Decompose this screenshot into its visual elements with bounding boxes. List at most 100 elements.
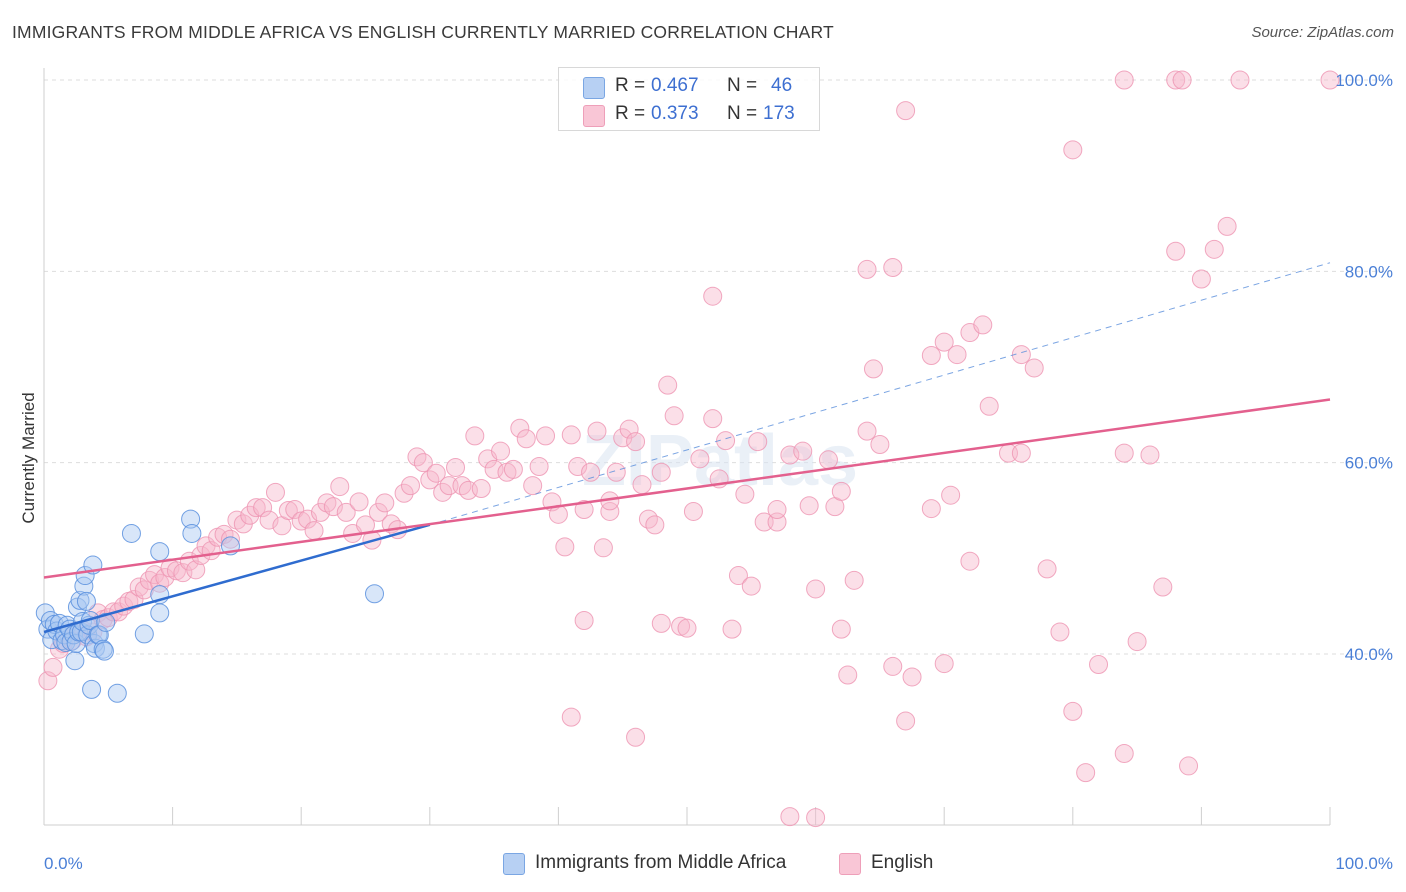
english-point	[349, 492, 369, 512]
english-point	[186, 560, 206, 580]
english-point	[806, 808, 826, 828]
english-point	[587, 421, 607, 441]
english-point	[561, 707, 581, 727]
middle-africa-point	[82, 679, 102, 699]
english-point	[265, 482, 285, 502]
english-point	[1140, 445, 1160, 465]
english-point	[124, 589, 144, 609]
legend-r-value: 0.467	[651, 75, 699, 96]
english-point	[1024, 358, 1044, 378]
english-point	[831, 619, 851, 639]
legend-n-value: 173	[763, 103, 795, 124]
english-trend-line	[43, 398, 1331, 579]
middle-africa-point	[134, 624, 154, 644]
english-point	[838, 665, 858, 685]
english-point	[703, 286, 723, 306]
english-point	[1172, 70, 1192, 90]
english-point	[1063, 140, 1083, 160]
legend-swatch-english	[583, 105, 605, 127]
english-point	[593, 538, 613, 558]
english-point	[166, 561, 186, 581]
english-point	[780, 807, 800, 827]
english-point	[246, 498, 266, 518]
english-point	[401, 476, 421, 496]
english-point	[43, 657, 63, 677]
english-point	[651, 613, 671, 633]
english-point	[902, 667, 922, 687]
english-point	[651, 462, 671, 482]
english-point	[658, 375, 678, 395]
english-point	[426, 463, 446, 483]
english-point	[129, 577, 149, 597]
english-point	[503, 459, 523, 479]
english-point	[780, 445, 800, 465]
y-tick-label: 100.0%	[1335, 71, 1393, 90]
english-point	[735, 484, 755, 504]
english-point	[947, 345, 967, 365]
middle-africa-trend-extension	[429, 262, 1331, 526]
english-point	[793, 441, 813, 461]
english-point	[1179, 756, 1199, 776]
english-point	[259, 510, 279, 530]
english-point	[716, 431, 736, 451]
english-point	[818, 450, 838, 470]
english-point	[626, 727, 646, 747]
english-point	[1089, 655, 1109, 675]
middle-africa-point	[65, 651, 85, 671]
gridlines	[44, 79, 1395, 655]
english-point	[741, 576, 761, 596]
english-point	[574, 500, 594, 520]
english-point	[220, 529, 240, 549]
legend-label-english: English	[871, 852, 934, 873]
english-point	[491, 441, 511, 461]
middle-africa-point	[181, 509, 201, 529]
english-point	[767, 500, 787, 520]
english-point	[1230, 70, 1250, 90]
english-point	[336, 502, 356, 522]
english-point	[529, 456, 549, 476]
english-point	[523, 476, 543, 496]
english-point	[1011, 345, 1031, 365]
english-point	[921, 499, 941, 519]
legend-swatch-middle-africa	[503, 853, 525, 875]
english-point	[632, 475, 652, 495]
english-point	[934, 332, 954, 352]
legend-r-value: 0.373	[651, 103, 699, 124]
english-point	[1050, 622, 1070, 642]
english-point	[510, 418, 530, 438]
english-point	[619, 419, 639, 439]
english-point	[831, 481, 851, 501]
english-point	[561, 425, 581, 445]
x-tick-label: 100.0%	[1335, 854, 1393, 873]
english-point	[1204, 239, 1224, 259]
english-point	[799, 496, 819, 516]
source-label: Source: ZipAtlas.com	[1251, 24, 1394, 41]
tick-labels: 40.0% 60.0% 80.0% 100.0% 0.0% 100.0%	[44, 71, 1393, 873]
english-point	[1217, 216, 1237, 236]
middle-africa-point	[70, 590, 90, 610]
english-points	[38, 70, 1340, 828]
english-point	[728, 566, 748, 586]
legend-n-value: 46	[771, 75, 793, 96]
english-point	[1191, 269, 1211, 289]
english-point	[155, 567, 175, 587]
english-point	[1127, 632, 1147, 652]
middle-africa-point	[76, 591, 96, 611]
middle-africa-trend-line	[43, 523, 431, 634]
english-point	[671, 616, 691, 636]
english-point	[883, 258, 903, 278]
english-point	[896, 711, 916, 731]
english-point	[863, 359, 883, 379]
legend-swatch-english	[839, 853, 861, 875]
y-tick-label: 60.0%	[1345, 454, 1393, 473]
english-point	[278, 501, 298, 520]
english-point	[555, 537, 575, 557]
y-axis-title: Currently Married	[19, 392, 38, 523]
english-point	[1320, 70, 1340, 90]
chart-title: IMMIGRANTS FROM MIDDLE AFRICA VS ENGLISH…	[12, 22, 834, 42]
english-point	[722, 619, 742, 639]
english-point	[304, 521, 324, 541]
legend-swatch-middle-africa	[583, 77, 605, 99]
middle-africa-point	[96, 612, 116, 632]
english-point	[1011, 443, 1031, 463]
